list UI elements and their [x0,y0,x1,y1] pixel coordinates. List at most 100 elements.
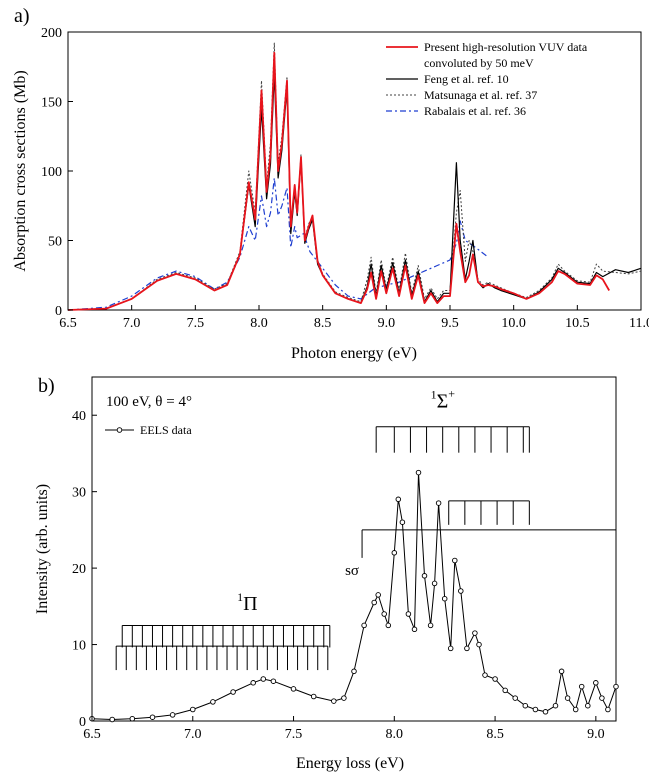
eels-data-point [599,695,605,701]
panel-a-xlabel: Photon energy (eV) [291,345,417,362]
legend-label: Matsunaga et al. ref. 37 [424,88,537,102]
eels-data-point [381,611,387,617]
eels-data-point [149,714,156,720]
panel-b-xtick-label: 6.5 [83,727,101,742]
panel-a-ytick-label: 150 [41,96,62,111]
eels-data-point [250,680,256,686]
eels-data-point [169,712,176,718]
eels-data-point [427,622,434,629]
eels-data-point [447,645,454,652]
panel-a-xtick-label: 10.0 [501,316,526,331]
eels-data-point [270,678,277,684]
panel-a-xtick-label: 9.5 [441,316,459,331]
eels-data-point [260,676,267,682]
panel-b-series-line [91,472,617,721]
eels-data-point [405,611,412,617]
panel-b-legend: EELS data [105,423,192,437]
eels-data-point [512,695,518,701]
panel-a-frame [67,31,642,311]
panel-b-ytick-label: 0 [79,715,86,730]
eels-data-point [452,557,458,564]
eels-data-point [129,715,136,722]
panel-a: a) 6.5 7.0 7.5 8.0 8.5 9.0 9.5 10.0 10.5 11.0 0 50… [12,5,649,362]
eels-data-point [331,698,337,704]
panel-b-xtick-label: 8.5 [486,727,504,742]
eels-data-point [542,709,549,715]
eels-legend-marker [116,427,123,433]
panel-a-xtick-label: 10.5 [565,316,590,331]
pi-term-label: 1Π [237,590,257,615]
panel-a-xtick-label: 8.0 [250,316,268,331]
eels-data-point [230,689,236,695]
panel-a-ytick-label: 50 [48,235,62,250]
panel-a-xtick-label: 7.0 [123,316,141,331]
panel-a-series-line [67,51,610,311]
eels-data-point [532,706,539,713]
legend-label: Rabalais et al. ref. 36 [424,104,526,118]
eels-data-point [310,693,317,700]
eels-data-point [411,626,418,633]
eels-data-point [522,702,529,709]
eels-data-point [613,683,619,690]
eels-data-point [458,588,464,594]
sigma-term-label: 1Σ+ [431,387,456,413]
eels-data-point [109,716,115,723]
panel-b-ytick-label: 20 [72,562,86,577]
eels-data-point [585,702,591,709]
eels-data-point [605,706,611,713]
panel-a-ylabel: Absorption cross sections (Mb) [12,70,29,271]
panel-b-xlabel: Energy loss (eV) [296,755,404,772]
eels-data-point [415,469,422,476]
eels-data-point [351,668,357,675]
panel-a-ytick-label: 0 [55,304,62,319]
eels-data-point [395,496,402,503]
eels-data-point [290,686,297,692]
eels-data-point [385,622,392,629]
panel-a-label: a) [14,5,30,27]
eels-data-point [564,695,571,701]
eels-data-point [441,595,448,602]
panel-a-ytick-label: 100 [41,165,62,180]
eels-legend-label: EELS data [140,423,192,437]
eels-data-point [341,695,347,701]
eels-data-point [431,580,438,587]
eels-data-point [552,702,559,709]
panel-a-xtick-label: 11.0 [629,316,649,331]
legend-label: convoluted by 50 meV [424,56,534,70]
eels-data-point [421,573,428,579]
eels-data-point [558,668,565,675]
eels-data-point [572,706,579,713]
panel-b-label: b) [38,375,55,397]
eels-data-point [391,550,398,556]
panel-a-xtick-label: 7.5 [187,316,205,331]
eels-data-point [210,699,216,705]
panel-a-legend: Present high-resolution VUV data convolut… [386,40,588,118]
panel-b-ytick-label: 10 [72,639,86,654]
legend-label: Feng et al. ref. 10 [424,72,509,86]
eels-data-point [578,683,585,690]
eels-data-point [482,672,488,678]
panel-a-series-line [67,177,489,311]
eels-data-point [593,680,599,686]
legend-label: Present high-resolution VUV data [424,40,588,54]
panel-b-ytick-label: 40 [72,409,86,424]
panel-a-xtick-label: 9.0 [378,316,396,331]
eels-data-point [399,519,406,525]
panel-b-ylabel: Intensity (arb. units) [34,484,51,614]
s-sigma-label: sσ [345,563,359,579]
eels-data-point [472,630,478,636]
panel-b-frame [91,376,617,722]
panel-a-ytick-label: 200 [41,26,62,41]
eels-data-point [190,706,196,713]
eels-data-point [375,592,381,598]
panel-a-xtick-label: 8.5 [314,316,332,331]
eels-data-point [492,676,498,682]
panel-b-condition: 100 eV, θ = 4° [106,394,192,410]
panel-b-ytick-label: 30 [72,486,86,501]
panel-b-xtick-label: 7.5 [285,727,303,742]
eels-data-point [476,641,482,648]
eels-data-point [435,500,442,506]
